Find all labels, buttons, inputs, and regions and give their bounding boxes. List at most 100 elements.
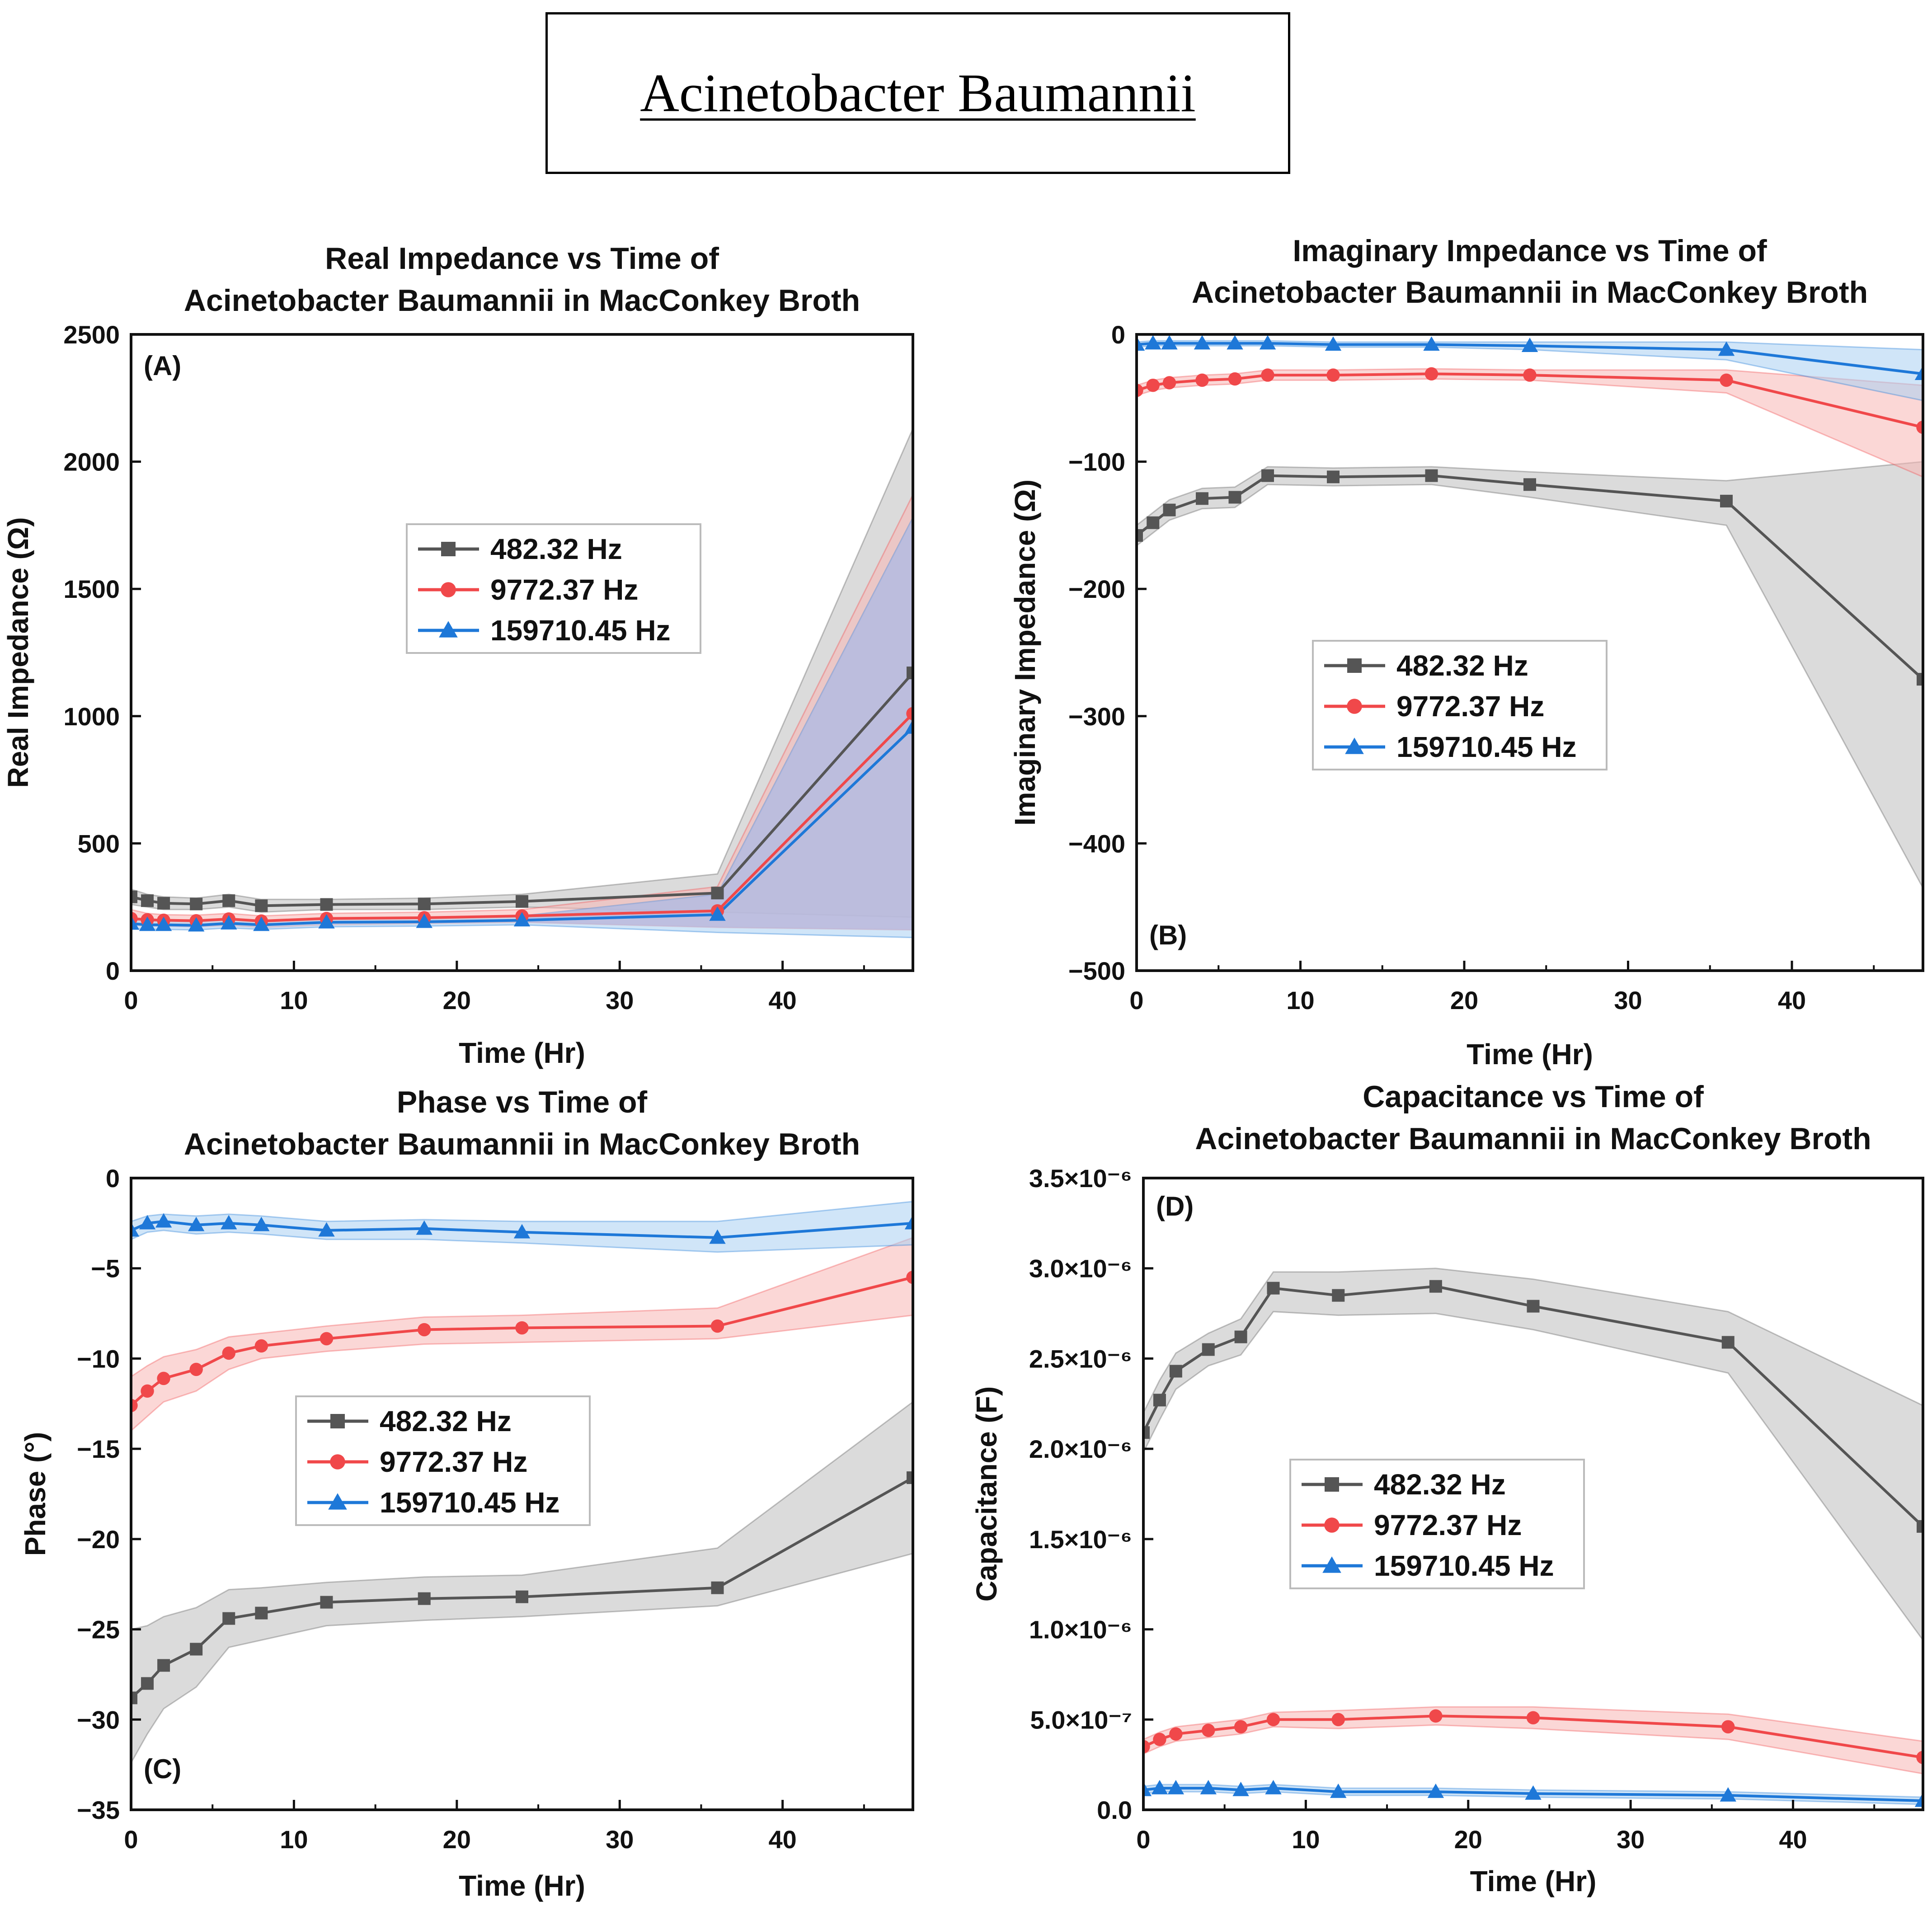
data-point (1917, 1520, 1923, 1533)
data-point (1162, 376, 1176, 390)
data-point (904, 719, 913, 734)
legend-marker (1322, 1556, 1341, 1573)
data-point (1424, 367, 1438, 380)
data-point (1147, 516, 1160, 529)
data-point (1914, 1792, 1923, 1807)
legend-label: 9772.37 Hz (1396, 690, 1544, 723)
chart-title-line: Acinetobacter Baumannii in MacConkey Bro… (184, 1127, 860, 1161)
x-tick-label: 0 (124, 1825, 138, 1854)
chart-b: Imaginary Impedance vs Time of Acinetobac… (1009, 234, 1924, 1071)
panel-label: (D) (1156, 1191, 1194, 1221)
legend-marker (1324, 1517, 1340, 1533)
data-point (1525, 1785, 1542, 1800)
overlap-band (522, 517, 913, 930)
y-tick-label: −10 (77, 1344, 120, 1373)
data-point (1523, 368, 1537, 382)
main-title-box: Acinetobacter Baumannii (545, 12, 1290, 174)
data-point (516, 1590, 528, 1603)
x-tick-label: 20 (443, 1825, 471, 1854)
x-axis-label: Time (Hr) (1470, 1865, 1597, 1897)
data-point (1143, 1781, 1152, 1796)
y-axis-label: Real Impedance (Ω) (2, 517, 34, 788)
data-point (1137, 529, 1143, 542)
legend: 482.32 Hz 9772.37 Hz 159710.45 Hz (1312, 640, 1608, 770)
legend-label: 482.32 Hz (380, 1405, 512, 1437)
data-point (131, 915, 140, 930)
data-point (1167, 1780, 1185, 1794)
legend: 482.32 Hz 9772.37 Hz 159710.45 Hz (295, 1395, 591, 1526)
legend-label: 482.32 Hz (1374, 1468, 1506, 1501)
x-tick-label: 0 (1129, 986, 1143, 1014)
y-tick-label: −200 (1068, 575, 1125, 603)
data-point (1169, 1365, 1182, 1378)
data-point (513, 1224, 531, 1239)
data-point (1330, 1783, 1347, 1798)
plot-area (131, 428, 913, 939)
x-tick-label: 30 (606, 986, 634, 1014)
data-point (1720, 1787, 1736, 1802)
chart-title-line: Acinetobacter Baumannii in MacConkey Bro… (1192, 275, 1868, 310)
plot-area (1137, 335, 1923, 888)
data-point (906, 1270, 913, 1284)
y-tick-label: 1000 (63, 702, 120, 731)
data-point (141, 894, 154, 907)
plot-frame (130, 333, 914, 972)
data-point (189, 1362, 203, 1376)
data-point (188, 917, 205, 932)
data-point (1914, 366, 1923, 380)
data-point (131, 890, 137, 903)
data-point (139, 1215, 156, 1230)
data-point (418, 1323, 431, 1337)
data-point (711, 1581, 724, 1594)
legend-label: 159710.45 Hz (490, 614, 671, 647)
legend: 482.32 Hz 9772.37 Hz 159710.45 Hz (406, 523, 701, 654)
data-point (1161, 335, 1178, 350)
data-point (709, 1229, 726, 1244)
data-point (516, 895, 528, 908)
data-point (416, 913, 432, 928)
y-tick-label: 0 (106, 1164, 120, 1193)
legend-marker (441, 542, 456, 556)
data-point (1527, 1300, 1540, 1313)
data-point (1169, 1727, 1183, 1741)
plot-area (1143, 1268, 1923, 1807)
data-point (1423, 336, 1440, 351)
x-tick-label: 30 (1614, 986, 1642, 1014)
data-point (141, 1384, 154, 1398)
data-point (513, 912, 531, 927)
data-point (131, 1399, 138, 1412)
data-point (221, 1215, 237, 1230)
data-point (1325, 336, 1342, 351)
chart-title-line: Phase vs Time of (397, 1085, 648, 1119)
y-tick-label: −20 (77, 1525, 120, 1554)
x-tick-label: 0 (1136, 1825, 1150, 1854)
legend-marker (328, 1493, 347, 1510)
data-point (1327, 470, 1340, 484)
data-point (1194, 335, 1211, 350)
data-point (1332, 1289, 1345, 1302)
legend-marker (1325, 1477, 1339, 1492)
y-tick-label: −300 (1068, 702, 1125, 731)
legend-label: 9772.37 Hz (1374, 1509, 1522, 1541)
x-axis-label: Time (Hr) (1467, 1038, 1593, 1071)
y-tick-label: 2000 (63, 448, 120, 476)
data-point (515, 1321, 529, 1335)
legend-marker (1347, 658, 1362, 673)
data-point (1228, 491, 1241, 504)
data-point (1259, 335, 1276, 350)
y-tick-label: 1.5×10⁻⁶ (1029, 1525, 1132, 1554)
x-tick-label: 20 (443, 986, 471, 1014)
data-point (1523, 478, 1536, 491)
data-point (1153, 1733, 1166, 1746)
y-tick-label: 2500 (63, 320, 120, 349)
y-tick-label: −25 (77, 1615, 120, 1644)
data-point (1720, 373, 1733, 387)
data-point (1146, 378, 1160, 392)
data-point (190, 897, 203, 911)
data-point (711, 887, 724, 900)
data-point (1261, 368, 1274, 382)
x-tick-label: 10 (280, 986, 308, 1014)
data-point (418, 1592, 431, 1605)
y-tick-label: 0 (1111, 320, 1125, 349)
